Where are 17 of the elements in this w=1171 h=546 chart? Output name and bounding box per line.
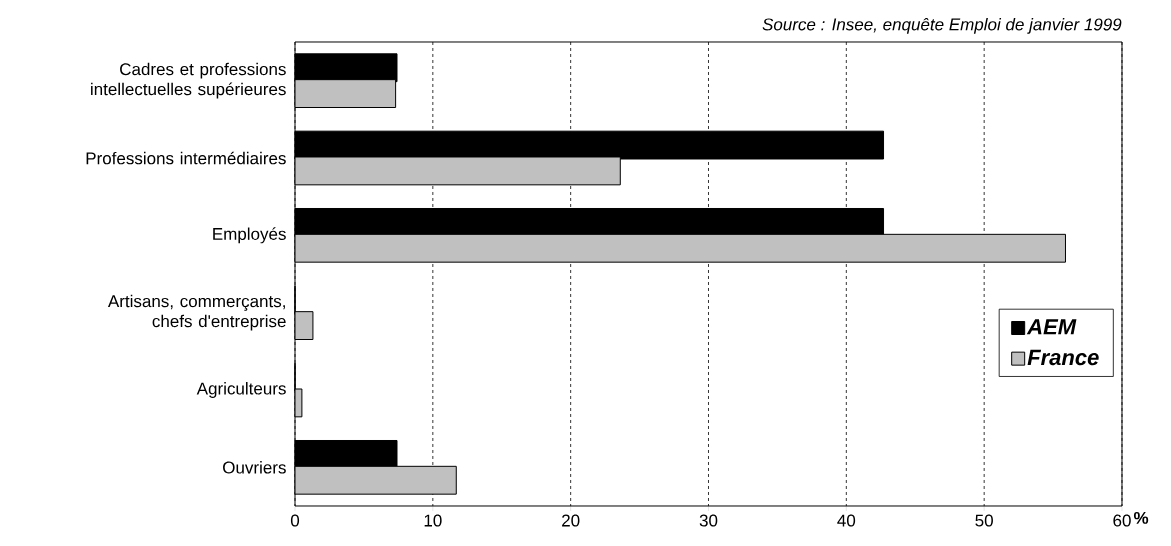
- y-tick-label: Employés: [213, 227, 286, 244]
- x-tick-label: 50: [975, 514, 993, 527]
- x-tick-label: 0: [290, 514, 300, 527]
- y-tick-label: Artisans, commerçants, chefs d'entreprise: [107, 294, 286, 331]
- x-tick-label: 40: [837, 514, 856, 527]
- source-note: Source : Insee, enquête Emploi de janvier 1999: [762, 17, 1122, 34]
- x-tick-label: 10: [424, 514, 442, 527]
- x-tick-label: 30: [699, 514, 718, 527]
- y-tick-label: Cadres et professions intellectuelles supérieures: [91, 62, 286, 99]
- x-tick-label: 20: [562, 514, 580, 527]
- legend-label: France: [1027, 349, 1099, 366]
- x-axis-title: %: [1133, 511, 1149, 524]
- legend-label: AEM: [1026, 319, 1077, 335]
- x-tick-label: 60: [1113, 514, 1131, 527]
- y-tick-label: Ouvriers: [223, 461, 286, 474]
- y-tick-label: Agriculteurs: [196, 382, 286, 398]
- y-tick-label: Professions intermédiaires: [86, 151, 286, 165]
